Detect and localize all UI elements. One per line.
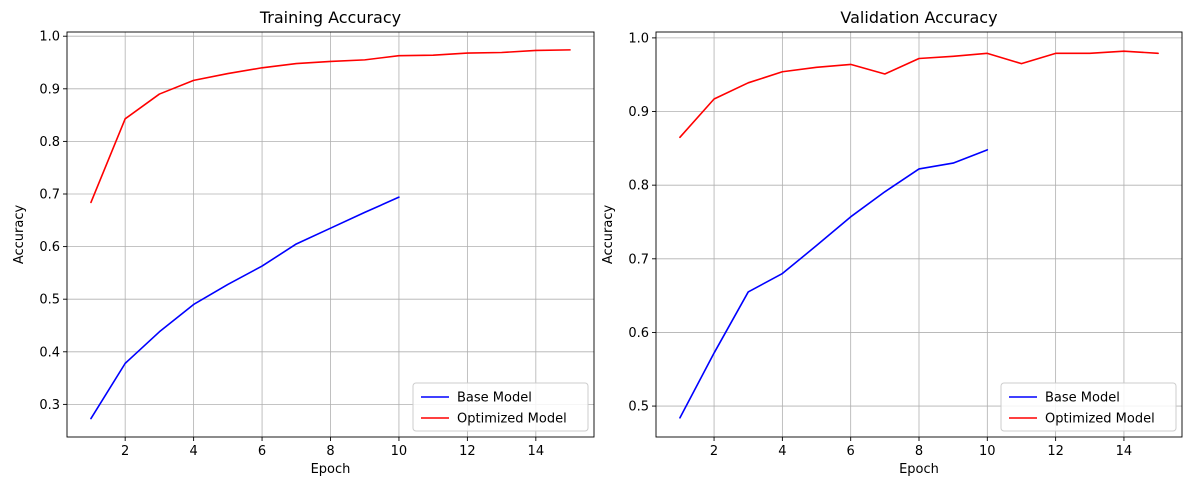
training-accuracy-chart: 2 4 6 8 10 12 14 0.3 0.4 0.5 0.6 0.7 0.8 0.9 1.0 Traini… [12, 8, 595, 477]
validation-y-tick-label: 0.9 [628, 105, 649, 120]
validation-legend-label-base-model: Base Model [1045, 391, 1120, 406]
validation-y-tick-label: 0.6 [628, 326, 649, 341]
training-legend-box [412, 382, 589, 432]
validation-x-tick-label: 8 [915, 444, 923, 459]
validation-x-tick-label: 4 [778, 444, 786, 459]
validation-chart-title: Validation Accuracy [840, 8, 997, 27]
training-y-tick-label: 0.7 [39, 188, 60, 203]
validation-legend-label-optimized-model: Optimized Model [1045, 412, 1155, 427]
training-y-tick-label: 0.3 [39, 398, 60, 413]
training-y-tick-label: 0.5 [39, 293, 60, 308]
training-y-tick-label: 0.4 [39, 345, 60, 360]
training-x-axis-label: Epoch [311, 462, 351, 477]
validation-y-tick-label: 0.8 [628, 179, 649, 194]
validation-x-tick-label: 12 [1047, 444, 1064, 459]
training-y-axis-label: Accuracy [12, 205, 27, 265]
validation-grid [656, 32, 1182, 437]
training-y-tick-label: 0.6 [39, 240, 60, 255]
training-series-line-optimized-model [90, 49, 571, 204]
training-series-line-base-model [90, 196, 400, 420]
validation-x-tick-label: 6 [847, 444, 855, 459]
training-x-tick-label: 10 [391, 444, 408, 459]
training-x-tick-label: 4 [189, 444, 197, 459]
validation-x-tick-label: 2 [710, 444, 718, 459]
training-legend: Base Model Optimized Model [412, 382, 589, 432]
training-y-tick-label: 0.8 [39, 135, 60, 150]
training-y-tick-label: 0.9 [39, 82, 60, 97]
training-x-tick-label: 14 [528, 444, 545, 459]
validation-legend: Base Model Optimized Model [1000, 382, 1177, 432]
validation-x-tick-label: 14 [1116, 444, 1133, 459]
validation-y-axis-label: Accuracy [601, 205, 616, 265]
training-x-tick-label: 8 [326, 444, 334, 459]
validation-x-tick-label: 10 [979, 444, 996, 459]
training-y-tick-label: 1.0 [39, 30, 60, 45]
training-x-tick-label: 12 [459, 444, 476, 459]
validation-x-axis-label: Epoch [899, 462, 939, 477]
training-x-tick-label: 6 [258, 444, 266, 459]
validation-y-tick-label: 0.5 [628, 400, 649, 415]
training-grid [67, 32, 594, 437]
validation-series-line-optimized-model [679, 50, 1159, 139]
validation-y-tick-label: 0.7 [628, 252, 649, 267]
training-legend-label-base-model: Base Model [457, 391, 532, 406]
validation-legend-box [1000, 382, 1177, 432]
training-x-tick-label: 2 [121, 444, 129, 459]
validation-accuracy-chart: 2 4 6 8 10 12 14 0.5 0.6 0.7 0.8 0.9 1.0 Validation A… [601, 8, 1183, 477]
training-legend-label-optimized-model: Optimized Model [457, 412, 567, 427]
training-chart-title: Training Accuracy [259, 8, 401, 27]
validation-y-tick-label: 1.0 [628, 31, 649, 46]
validation-series-line-base-model [679, 149, 989, 419]
